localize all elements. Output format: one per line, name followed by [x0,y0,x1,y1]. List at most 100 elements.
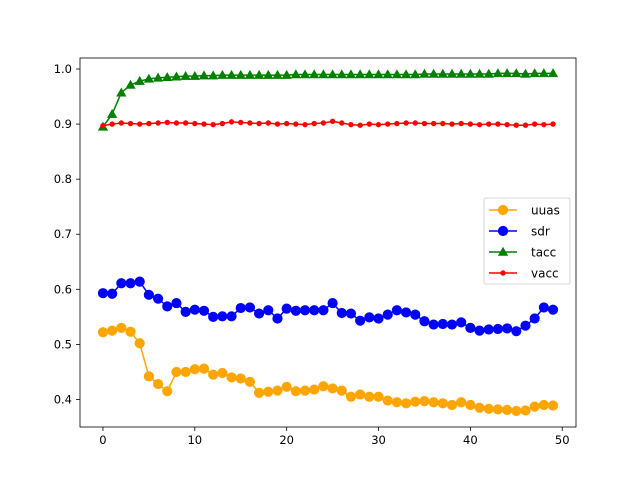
vacc-point [283,120,290,127]
sdr-point [520,320,531,331]
tacc-point [492,68,504,78]
uuas-point [116,322,127,333]
vacc-point [531,121,538,127]
uuas-point [474,402,485,413]
uuas-point [309,384,320,395]
uuas-point [400,398,412,409]
sdr-point [254,308,265,319]
vacc-point [486,121,492,127]
x-axis-ticks: 0 10 20 30 40 50 [99,427,570,447]
sdr-point [492,323,504,335]
x-tick-label: 50 [555,433,570,447]
uuas-point [97,327,109,338]
sdr-point [465,322,476,333]
sdr-point [529,313,540,324]
sdr-point [382,309,393,320]
tacc-point [116,87,127,97]
sdr-point [235,302,246,314]
sdr-point [263,305,274,316]
vacc-point [329,118,336,125]
axes-layer [79,57,577,428]
vacc-point [403,120,409,126]
uuas-point [272,385,283,396]
vacc-point [192,120,198,127]
vacc-point [137,121,143,127]
sdr-point [318,305,329,316]
vacc-point [476,121,483,128]
uuas-point [336,385,347,396]
legend: uuas sdr tacc vacc [483,197,571,285]
uuas-point [419,396,430,407]
sdr-point [327,297,338,309]
uuas-point [391,397,402,408]
uuas-point [382,395,393,406]
uuas-point [456,397,467,408]
vacc-point [541,121,547,128]
uuas-point [483,403,494,414]
vacc-point [348,121,354,128]
uuas-point [511,405,522,417]
uuas-point [547,400,559,411]
uuas-point [217,367,228,379]
vacc-point [513,122,519,128]
uuas-point [318,381,329,392]
tacc-point [226,69,237,79]
uuas-point [538,399,549,411]
tacc-point [511,68,522,78]
uuas-point [290,386,301,397]
tacc-point [235,69,246,79]
uuas-point [373,391,384,402]
uuas-point [465,399,476,411]
tacc-point [501,68,513,78]
sdr-point [189,304,200,315]
tacc-point [180,70,191,80]
vacc-point [449,121,455,127]
vacc-point [339,120,345,126]
uuas-point [125,326,136,337]
tacc-point [134,75,145,85]
sdr-point [217,311,228,322]
legend-item-uuas: uuas [489,204,560,218]
tacc-point [437,68,448,78]
tacc-point [428,68,439,78]
series-sdr [97,276,559,337]
legend-item-vacc: vacc [489,267,559,281]
tacc-point [217,69,228,79]
sdr-point [290,305,301,316]
tacc-point [208,70,219,80]
sdr-point [345,308,357,319]
y-tick-label: 0.5 [54,337,72,351]
uuas-point [446,399,458,411]
legend-sdr-point [497,225,509,237]
tacc-point [345,69,357,79]
tacc-point [547,68,559,78]
sdr-point [474,325,485,336]
series-layer [97,68,559,417]
legend-vacc-point [500,270,506,276]
sdr-point [419,316,430,327]
y-tick-label: 0.7 [54,227,72,241]
vacc-point [385,121,391,127]
uuas-point [437,398,448,409]
vacc-point [118,120,125,126]
vacc-point [201,121,207,127]
x-tick-label: 40 [463,433,478,447]
sdr-point [373,313,384,324]
sdr-point [437,318,448,330]
tacc-point [272,69,283,79]
vacc-point [265,120,271,126]
vacc-point [421,120,428,127]
vacc-point [127,120,134,127]
tacc-point [538,68,549,78]
series-vacc [100,118,556,129]
vacc-point [458,120,464,127]
tacc-point [373,69,384,79]
uuas-point [226,372,237,383]
uuas-point [162,386,173,397]
uuas-point [502,404,513,416]
sdr-point [309,305,320,316]
sdr-point [226,311,237,322]
tacc-point [410,69,421,79]
vacc-point [256,120,262,127]
sdr-point [97,288,109,299]
